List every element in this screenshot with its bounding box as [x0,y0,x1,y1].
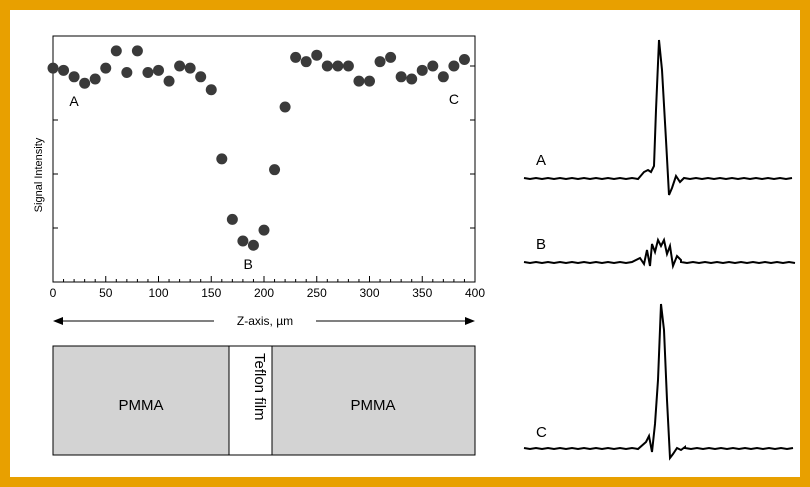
data-point [300,56,312,68]
x-tick-label: 50 [99,286,113,300]
data-point [374,56,386,68]
data-point [226,213,238,225]
data-point [110,45,122,57]
waveform-b [523,237,796,270]
point-annotation: B [244,256,253,272]
data-point [100,62,112,74]
waveform-a [523,39,793,196]
data-point [79,77,91,89]
scatter-plot: 0 50 100 150 200 250 300 350 400 A B C Signal Inte… [33,35,485,300]
pmma-left-label: PMMA [119,397,164,414]
data-point [290,51,302,63]
data-point [458,54,470,66]
y-axis-ticks [53,65,475,229]
data-point [47,62,59,74]
data-point [121,66,133,78]
data-point [195,71,207,83]
point-annotations: A B C [69,91,459,272]
data-point [258,224,270,236]
data-point [406,73,418,85]
data-point [153,64,164,76]
data-point [385,51,397,63]
point-annotation: C [449,91,459,107]
data-point [395,71,407,83]
data-points [47,45,470,251]
data-point [311,49,323,61]
data-point [237,235,249,247]
x-tick-label: 250 [307,286,327,300]
data-point [58,64,70,76]
data-point [205,84,217,96]
data-point [416,64,428,76]
data-point [321,60,333,72]
y-axis-label: Signal Intensity [33,137,45,212]
point-annotation: A [69,93,79,109]
x-axis-ticks: 0 50 100 150 200 250 300 350 400 [50,276,485,300]
x-tick-label: 300 [359,286,379,300]
pmma-right-label: PMMA [351,397,396,414]
data-point [342,60,354,72]
waveform-label-a: A [536,152,546,169]
data-point [216,153,228,165]
data-point [89,73,101,85]
layer-diagram: PMMA Teflon film PMMA [52,345,476,456]
pmma-right-block [271,345,476,456]
data-point [279,101,291,113]
data-point [142,66,154,78]
waveform-label-c: C [536,424,547,441]
x-axis-label: Z-axis, µm [237,314,293,328]
waveform-c [523,303,794,461]
x-tick-label: 0 [50,286,57,300]
data-point [174,60,186,72]
z-axis-arrow: Z-axis, µm [53,314,475,328]
x-tick-label: 200 [254,286,274,300]
x-tick-label: 350 [412,286,432,300]
data-point [68,71,80,83]
data-point [269,164,281,176]
x-tick-label: 400 [465,286,485,300]
data-point [184,62,196,74]
pmma-left-block [52,345,230,456]
data-point [247,239,259,251]
data-point [131,45,143,57]
data-point [427,60,439,72]
teflon-film-label: Teflon film [251,353,268,421]
data-point [163,75,175,87]
waveform-panel: A B C [523,39,796,461]
waveform-label-b: B [536,236,546,253]
data-point [437,71,449,83]
x-tick-label: 100 [148,286,168,300]
data-point [332,60,344,72]
x-tick-label: 150 [201,286,221,300]
plot-frame [52,35,476,283]
data-point [353,75,365,87]
data-point [448,60,460,72]
teflon-film-block [228,345,273,456]
data-point [364,75,375,87]
